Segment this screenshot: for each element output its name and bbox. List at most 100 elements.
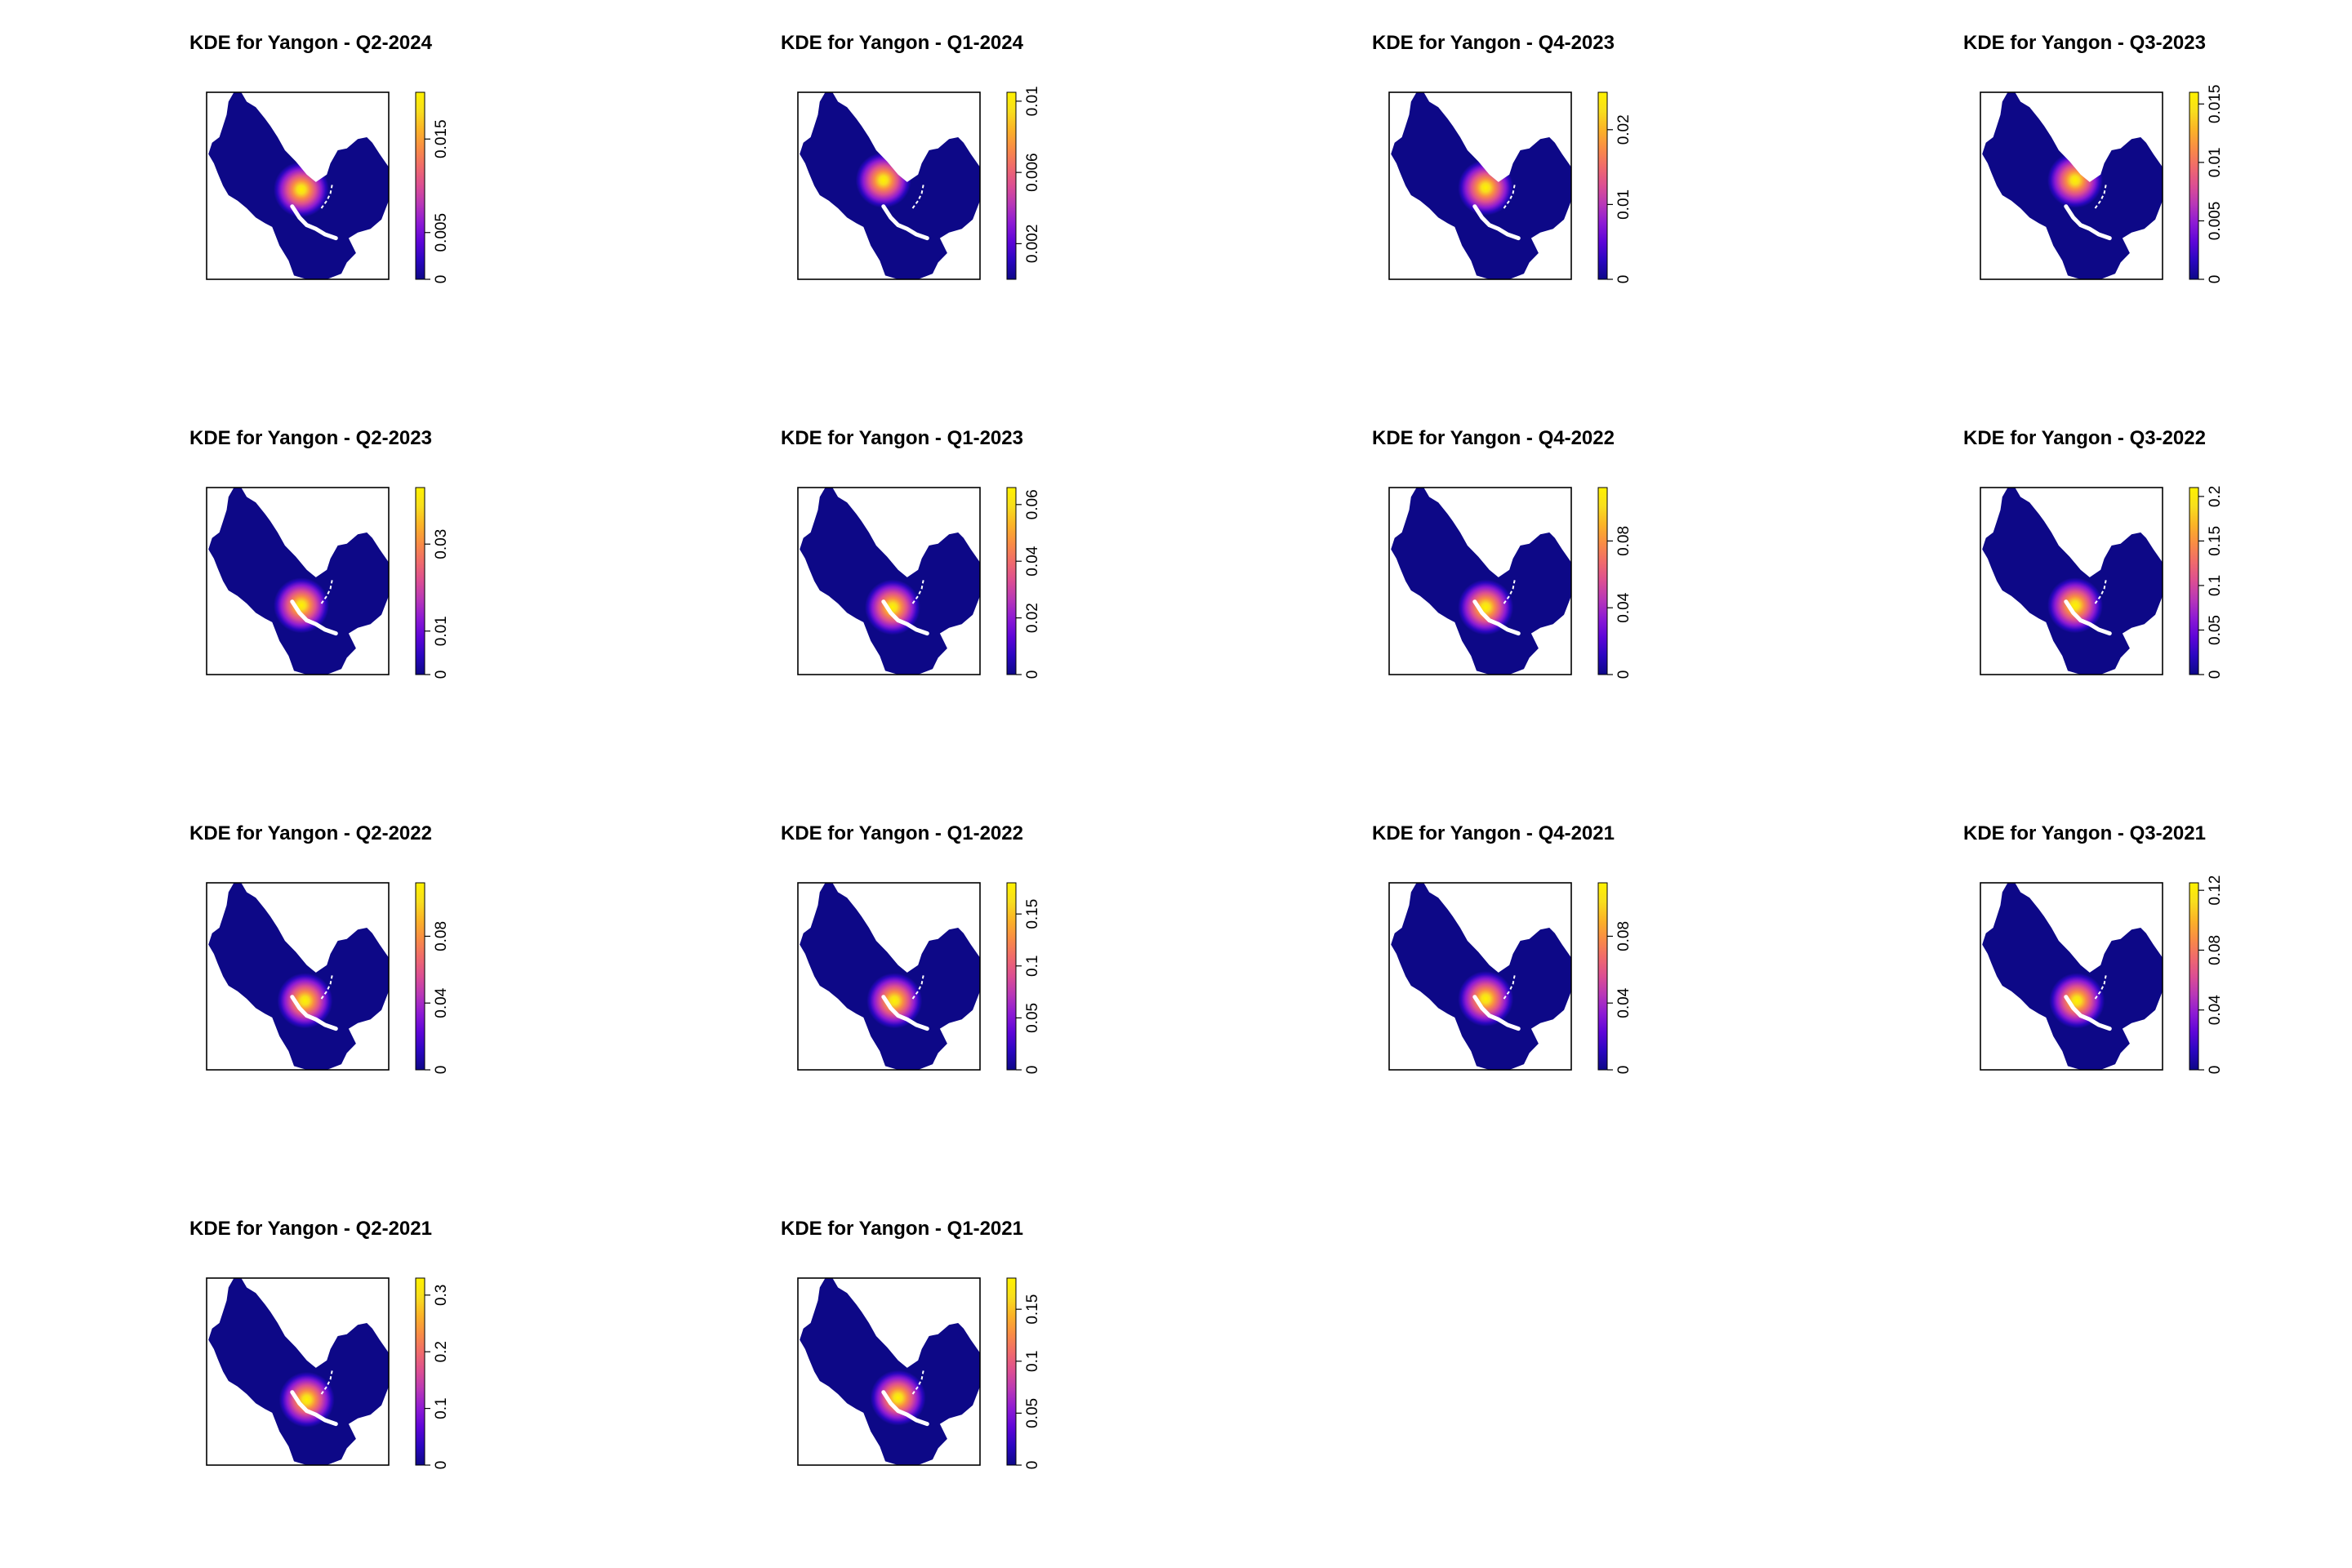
creek xyxy=(2094,184,2107,209)
kde-panel: KDE for Yangon - Q1-2023 0 0.02 0.04 0.06 xyxy=(781,427,1041,679)
colorbar-tick-label: 0.05 xyxy=(1024,1398,1041,1428)
kde-panel: KDE for Yangon - Q4-2021 0 0.04 0.08 xyxy=(1372,822,1633,1074)
creek xyxy=(320,1370,333,1395)
colorbar-tick-label: 0 xyxy=(1615,275,1633,284)
colorbar-tick-label: 0 xyxy=(2207,1066,2224,1075)
panel-title: KDE for Yangon - Q1-2024 xyxy=(781,32,1024,54)
colorbar xyxy=(1006,882,1017,1071)
colorbar-tick-label: 0.2 xyxy=(2207,486,2224,507)
creek xyxy=(1503,579,1516,604)
colorbar-tick-label: 0 xyxy=(1615,1066,1633,1075)
density-surface xyxy=(1982,92,2163,279)
colorbar-tick-label: 0.002 xyxy=(1024,225,1041,264)
map-frame xyxy=(206,1277,390,1466)
colorbar-tick-label: 0.02 xyxy=(1024,603,1041,633)
colorbar-tick-label: 0.2 xyxy=(433,1341,450,1362)
colorbar-tick-label: 0.01 xyxy=(1024,86,1041,116)
river xyxy=(1472,599,1521,636)
density-surface xyxy=(1391,488,1571,675)
colorbar xyxy=(415,1277,425,1466)
creek xyxy=(2094,579,2107,604)
colorbar-tick-label: 0.1 xyxy=(2207,575,2224,596)
panel-title: KDE for Yangon - Q1-2022 xyxy=(781,822,1023,844)
map-frame xyxy=(797,487,981,675)
kde-panel: KDE for Yangon - Q2-2024 0 0.005 0.015 xyxy=(189,32,450,283)
river xyxy=(1472,995,1521,1031)
river xyxy=(290,204,338,241)
density-surface xyxy=(208,883,389,1070)
creek xyxy=(320,974,333,1000)
colorbar-tick-label: 0.015 xyxy=(433,119,450,158)
colorbar-tick-label: 0.006 xyxy=(1024,153,1041,192)
colorbar-tick-label: 0.15 xyxy=(2207,526,2224,556)
density-surface xyxy=(1982,488,2163,675)
river xyxy=(881,204,929,241)
colorbar xyxy=(2189,91,2199,280)
panel-title: KDE for Yangon - Q4-2022 xyxy=(1372,427,1615,449)
colorbar xyxy=(1597,882,1608,1071)
creek xyxy=(320,184,333,209)
river xyxy=(2064,204,2112,241)
colorbar-tick-label: 0 xyxy=(1024,1066,1041,1075)
colorbar xyxy=(1006,91,1017,280)
density-surface xyxy=(800,488,980,675)
kde-panel: KDE for Yangon - Q3-2021 0 0.04 0.08 0.12 xyxy=(1963,822,2224,1074)
colorbar-tick-label: 0.05 xyxy=(1024,1003,1041,1033)
map-frame xyxy=(1980,487,2163,675)
panel-title: KDE for Yangon - Q2-2021 xyxy=(189,1218,432,1240)
density-surface xyxy=(800,883,980,1070)
colorbar-tick-label: 0.15 xyxy=(1024,899,1041,929)
map-frame xyxy=(206,487,390,675)
kde-panel: KDE for Yangon - Q3-2022 0 0.05 0.1 0.15 0.2 xyxy=(1963,427,2224,679)
colorbar-tick-label: 0.04 xyxy=(2207,995,2224,1025)
colorbar-tick-label: 0.3 xyxy=(433,1285,450,1306)
panel-title: KDE for Yangon - Q3-2021 xyxy=(1963,822,2206,844)
river xyxy=(290,599,338,636)
colorbar xyxy=(1006,487,1017,675)
density-surface xyxy=(208,488,389,675)
colorbar-tick-label: 0.015 xyxy=(2207,85,2224,124)
colorbar-tick-label: 0 xyxy=(433,1461,450,1470)
density-surface xyxy=(1391,883,1571,1070)
colorbar-tick-label: 0.005 xyxy=(433,213,450,252)
colorbar-tick-label: 0.03 xyxy=(433,529,450,559)
map-frame xyxy=(206,91,390,280)
colorbar xyxy=(2189,487,2199,675)
colorbar-tick-label: 0 xyxy=(433,670,450,679)
colorbar-tick-label: 0.1 xyxy=(433,1397,450,1419)
colorbar-tick-label: 0 xyxy=(433,1066,450,1075)
colorbar xyxy=(1597,91,1608,280)
colorbar xyxy=(415,882,425,1071)
river xyxy=(290,995,338,1031)
map-frame xyxy=(1980,882,2163,1071)
colorbar xyxy=(1006,1277,1017,1466)
river xyxy=(1472,204,1521,241)
kde-panel: KDE for Yangon - Q3-2023 0 0.005 0.01 0.015 xyxy=(1963,32,2224,283)
kde-panel: KDE for Yangon - Q1-2022 0 0.05 0.1 0.15 xyxy=(781,822,1041,1074)
colorbar-tick-label: 0.15 xyxy=(1024,1294,1041,1325)
panel-title: KDE for Yangon - Q2-2024 xyxy=(189,32,433,54)
creek xyxy=(2094,974,2107,1000)
colorbar-tick-label: 0 xyxy=(2207,670,2224,679)
colorbar xyxy=(415,91,425,280)
map-frame xyxy=(1388,91,1572,280)
colorbar-tick-label: 0.08 xyxy=(1615,921,1633,951)
kde-panel: KDE for Yangon - Q4-2023 0 0.01 0.02 xyxy=(1372,32,1633,283)
panel-title: KDE for Yangon - Q4-2023 xyxy=(1372,32,1615,54)
river xyxy=(881,599,929,636)
panel-title: KDE for Yangon - Q2-2022 xyxy=(189,822,432,844)
colorbar-tick-label: 0.1 xyxy=(1024,1351,1041,1372)
colorbar xyxy=(2189,882,2199,1071)
density-surface xyxy=(208,92,389,279)
river xyxy=(290,1390,338,1427)
map-frame xyxy=(797,882,981,1071)
map-frame xyxy=(797,91,981,280)
kde-panel: KDE for Yangon - Q2-2022 0 0.04 0.08 xyxy=(189,822,450,1074)
colorbar-tick-label: 0.12 xyxy=(2207,875,2224,906)
colorbar-tick-label: 0.04 xyxy=(1615,987,1633,1018)
creek xyxy=(911,974,924,1000)
colorbar-tick-label: 0 xyxy=(1615,670,1633,679)
colorbar-tick-label: 0.08 xyxy=(1615,526,1633,556)
colorbar-tick-label: 0.04 xyxy=(433,987,450,1018)
